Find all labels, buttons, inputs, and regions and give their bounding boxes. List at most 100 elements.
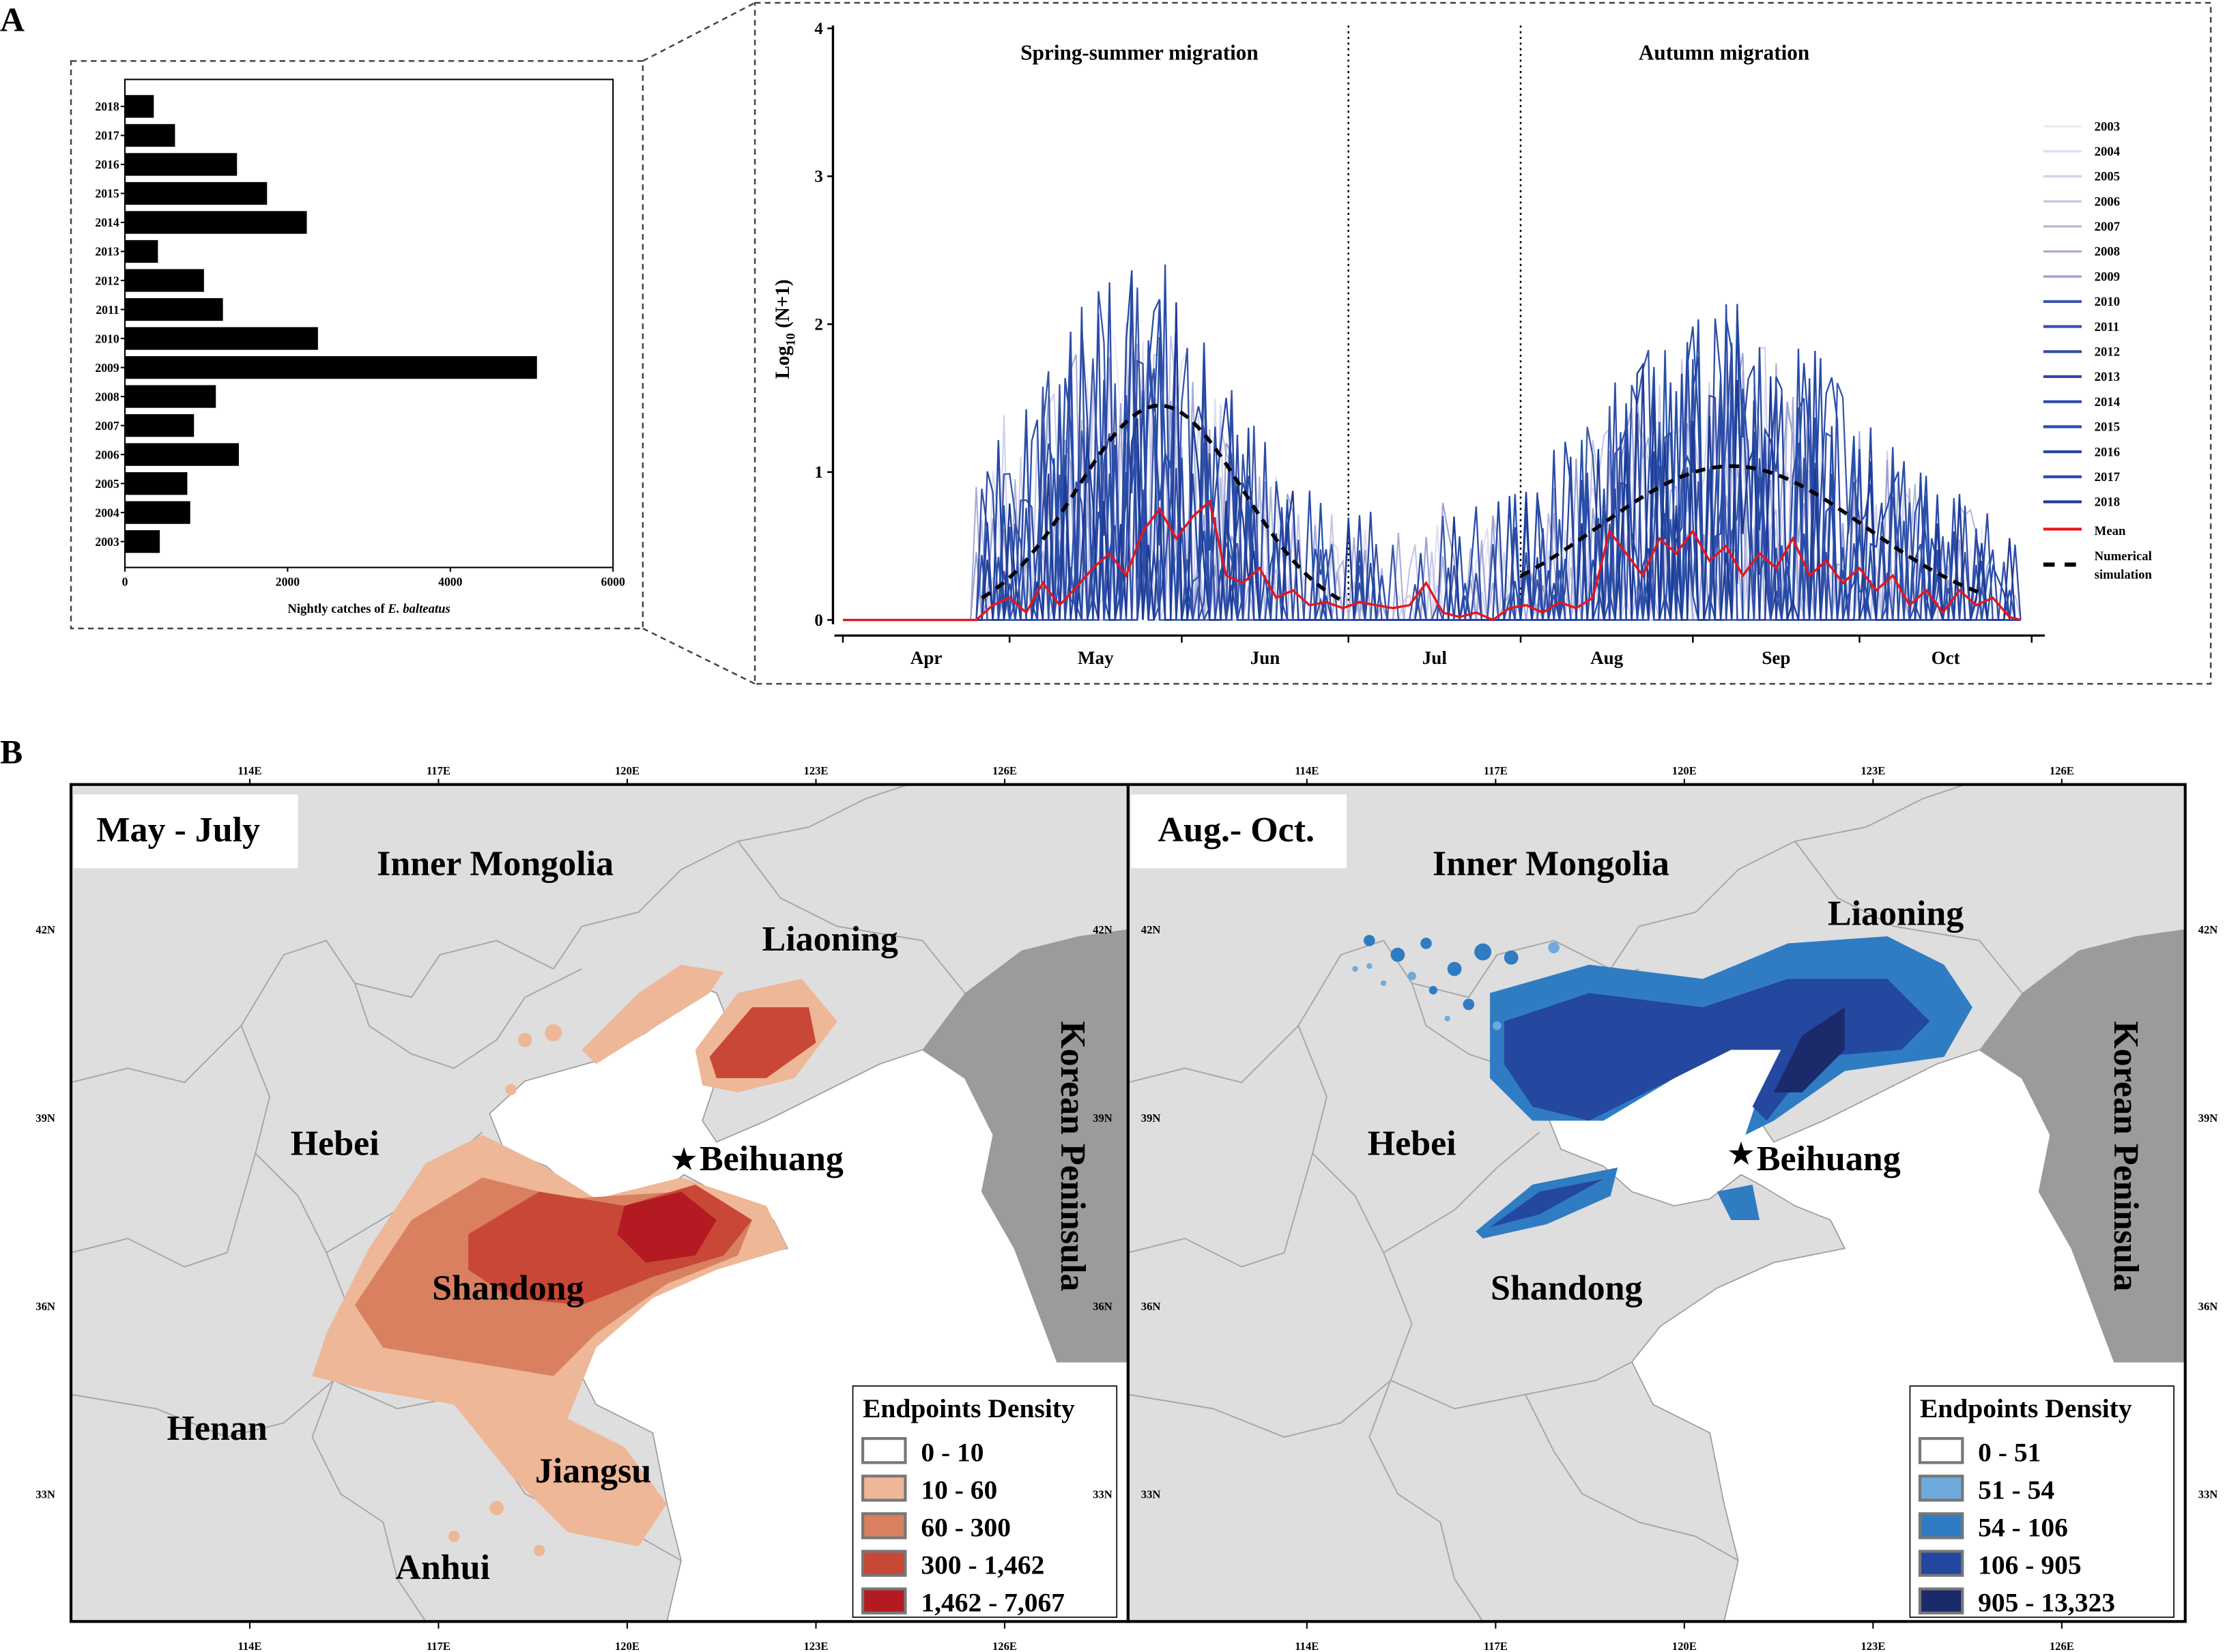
- lon-tick-label: 123E: [803, 764, 828, 777]
- lat-tick-label: 39N: [35, 1112, 55, 1125]
- lon-tick-label: 120E: [615, 764, 640, 777]
- ts-month-label: Oct: [1932, 648, 1960, 668]
- lat-tick-label: 36N: [2198, 1300, 2218, 1313]
- legend-title: Endpoints Density: [1920, 1393, 2132, 1423]
- ts-legend: 2003 2004 2005 2006 2007 2008 2009 2010 2011 2012…: [2043, 119, 2153, 582]
- bar-2017: [125, 124, 175, 147]
- ts-y-tick-label: 4: [814, 20, 822, 38]
- star-icon: ★: [672, 1144, 697, 1175]
- lon-tick-label: 120E: [1672, 1640, 1697, 1652]
- bar-x-tick-label: 6000: [601, 575, 625, 589]
- lon-tick-label: 114E: [1295, 1640, 1319, 1652]
- legend-label-2007: 2007: [2095, 220, 2120, 234]
- bar-2003: [125, 530, 160, 553]
- lon-tick-label: 126E: [992, 1640, 1017, 1652]
- map-right-frame: [1126, 783, 2187, 1623]
- legend-swatch: [861, 1587, 907, 1614]
- lat-tick-label: 42N: [1141, 923, 1161, 936]
- lon-tick-label: 114E: [238, 764, 261, 777]
- series-2018: [842, 302, 2021, 621]
- legend-label-2018: 2018: [2095, 495, 2120, 510]
- simulation-curve-1: [1519, 464, 1983, 596]
- timeseries-panel-border: [753, 1, 2212, 685]
- map-title-box: [74, 794, 298, 869]
- ts-y-tick-label: 1: [814, 463, 822, 482]
- bar-2011: [125, 298, 223, 321]
- bar-y-tick-label: 2009: [95, 361, 119, 375]
- lon-tick-label: 126E: [2050, 1640, 2074, 1652]
- ts-month-label: Apr: [910, 648, 943, 668]
- series-2013: [842, 274, 2021, 621]
- ts-month-label: Jun: [1250, 648, 1280, 668]
- legend-title: Endpoints Density: [863, 1393, 1075, 1423]
- label-hebei: Hebei: [1368, 1124, 1456, 1163]
- lon-tick-label: 114E: [1295, 764, 1319, 777]
- legend-swatch: [1918, 1437, 1964, 1464]
- legend-label-2004: 2004: [2095, 145, 2120, 159]
- legend-label-2010: 2010: [2095, 295, 2120, 309]
- period-label-autumn: Autumn migration: [1639, 40, 1809, 64]
- legend-item-label: 60 - 300: [921, 1513, 1011, 1543]
- bar-x-tick-label: 4000: [438, 575, 462, 589]
- label-anhui: Anhui: [395, 1548, 490, 1587]
- bar-2006: [125, 443, 240, 466]
- lat-tick-label: 39N: [1093, 1112, 1112, 1125]
- bar-chart: 2018 2017 2016 2015 2014 2013 2012 2011 2010 2009…: [95, 95, 625, 589]
- ts-y-tick-label: 3: [814, 168, 822, 186]
- lon-tick-label: 117E: [1484, 1640, 1508, 1652]
- bar-2015: [125, 182, 268, 205]
- lon-tick-label: 120E: [1672, 764, 1697, 777]
- bar-2012: [125, 269, 204, 292]
- zoom-connector-lines: [642, 2, 756, 685]
- ts-month-label: Sep: [1762, 648, 1790, 668]
- map-title: May - July: [96, 811, 260, 850]
- label-beihuang: Beihuang: [700, 1140, 844, 1178]
- legend-item-label: 905 - 13,323: [1978, 1588, 2115, 1618]
- period-label-spring: Spring-summer migration: [1020, 40, 1258, 64]
- legend-swatch: [861, 1512, 907, 1539]
- bar-y-tick-label: 2003: [95, 535, 119, 549]
- bar-y-tick-label: 2010: [95, 332, 119, 345]
- lat-tick-label: 42N: [35, 923, 55, 936]
- label-liaoning: Liaoning: [1828, 895, 1964, 933]
- bar-y-tick-label: 2018: [95, 100, 119, 113]
- bar-y-tick-label: 2007: [95, 419, 119, 433]
- label-shandong: Shandong: [1491, 1269, 1642, 1307]
- bar-x-axis-label: Nightly catches of E. balteatus: [287, 602, 450, 616]
- legend-label-2015: 2015: [2095, 420, 2120, 435]
- bar-2009: [125, 356, 537, 379]
- bar-y-tick-label: 2006: [95, 448, 119, 461]
- label-hebei: Hebei: [291, 1124, 379, 1163]
- lat-tick-label: 36N: [35, 1300, 55, 1313]
- lon-tick-label: 123E: [1861, 764, 1885, 777]
- bar-y-tick-label: 2013: [95, 245, 119, 259]
- bar-2013: [125, 240, 158, 263]
- panel-label-b: B: [0, 734, 23, 771]
- legend-label-simulation: simulation: [2095, 568, 2153, 582]
- legend-swatch: [1918, 1587, 1964, 1614]
- legend-swatch: [1918, 1475, 1964, 1502]
- lon-tick-label: 117E: [1484, 764, 1508, 777]
- legend-item-label: 0 - 10: [921, 1437, 984, 1467]
- legend-label-2005: 2005: [2095, 170, 2120, 184]
- star-icon: ★: [1728, 1138, 1753, 1170]
- simulation-curve-0: [981, 403, 1344, 603]
- bar-2018: [125, 95, 154, 118]
- legend-label-mean: Mean: [2095, 524, 2126, 538]
- bar-y-tick-label: 2005: [95, 477, 119, 491]
- lon-tick-label: 120E: [615, 1640, 640, 1652]
- legend-item-label: 0 - 51: [1978, 1437, 2041, 1467]
- ts-month-label: Aug: [1590, 648, 1624, 668]
- bar-2007: [125, 414, 195, 437]
- bar-y-tick-label: 2012: [95, 274, 119, 287]
- label-henan: Henan: [167, 1409, 268, 1448]
- map-title-box: [1131, 794, 1347, 869]
- map-title: Aug.- Oct.: [1158, 811, 1315, 850]
- bar-y-tick-label: 2014: [95, 216, 119, 229]
- lat-tick-label: 33N: [2198, 1488, 2218, 1501]
- ts-y-axis-label: Log10 (N+1): [772, 279, 798, 379]
- bar-y-tick-label: 2008: [95, 390, 119, 403]
- legend-item-label: 106 - 905: [1978, 1550, 2081, 1580]
- series-mean: [842, 499, 2021, 622]
